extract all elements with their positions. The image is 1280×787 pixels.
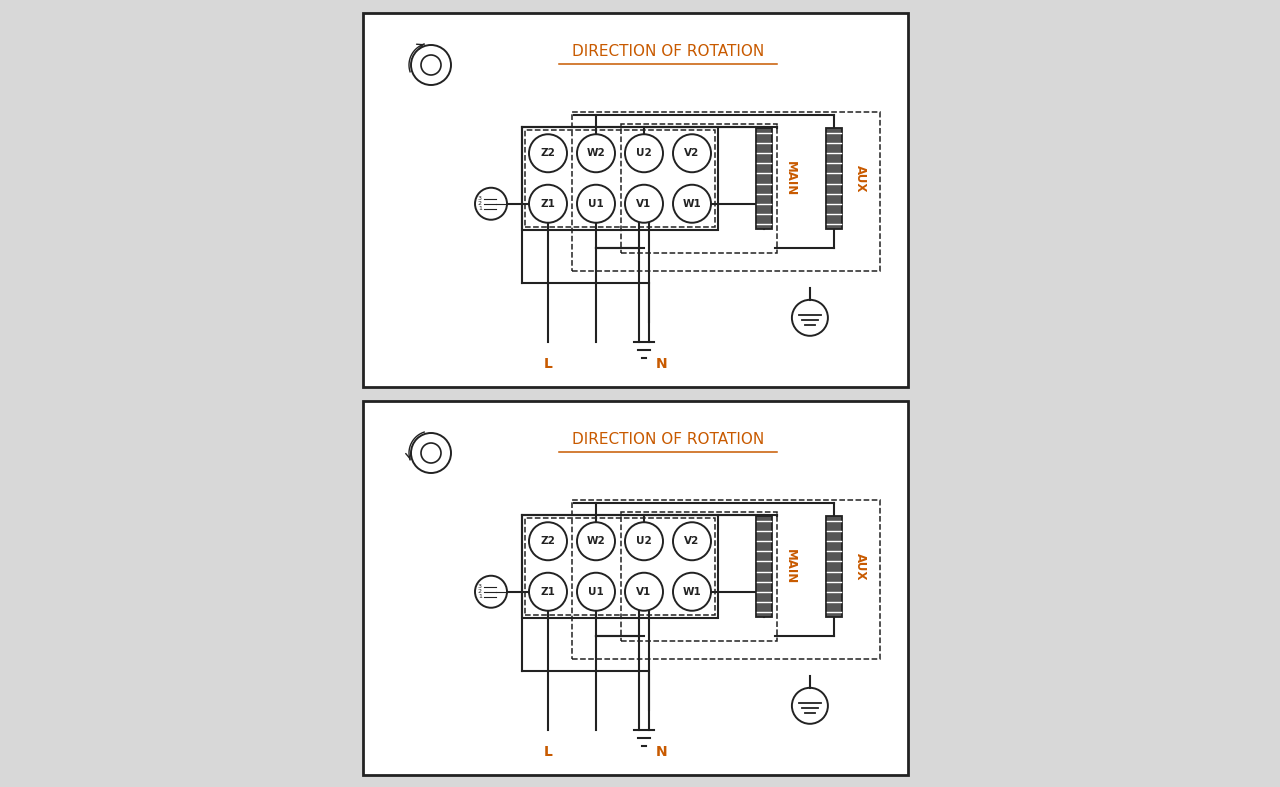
Text: V1: V1 xyxy=(636,199,652,209)
Text: MAIN: MAIN xyxy=(783,549,796,584)
Circle shape xyxy=(673,135,710,172)
Circle shape xyxy=(411,433,451,473)
Bar xyxy=(525,519,716,615)
Circle shape xyxy=(792,688,828,724)
Bar xyxy=(572,113,881,271)
Text: L: L xyxy=(544,745,553,759)
Bar xyxy=(755,516,772,617)
Circle shape xyxy=(792,300,828,336)
Text: DIRECTION OF ROTATION: DIRECTION OF ROTATION xyxy=(572,43,764,58)
Circle shape xyxy=(577,135,614,172)
Circle shape xyxy=(421,55,442,75)
Text: MAIN: MAIN xyxy=(783,161,796,196)
Circle shape xyxy=(673,573,710,611)
Bar xyxy=(364,13,908,387)
Text: L: L xyxy=(544,357,553,371)
Text: 3: 3 xyxy=(477,196,483,201)
Circle shape xyxy=(475,188,507,220)
Bar xyxy=(827,516,842,617)
Text: U2: U2 xyxy=(636,148,652,158)
Circle shape xyxy=(529,523,567,560)
Text: Z1: Z1 xyxy=(540,199,556,209)
Text: V2: V2 xyxy=(685,536,700,546)
Text: 3: 3 xyxy=(477,584,483,589)
Bar xyxy=(621,124,777,253)
Circle shape xyxy=(529,573,567,611)
Text: 2: 2 xyxy=(477,589,483,594)
Circle shape xyxy=(475,576,507,608)
Circle shape xyxy=(529,135,567,172)
Circle shape xyxy=(421,443,442,463)
Text: 1: 1 xyxy=(479,206,483,211)
Circle shape xyxy=(577,185,614,223)
Text: 1: 1 xyxy=(479,594,483,599)
Circle shape xyxy=(577,523,614,560)
Text: Z1: Z1 xyxy=(540,587,556,597)
Text: W2: W2 xyxy=(586,536,605,546)
Text: W1: W1 xyxy=(682,199,701,209)
Bar xyxy=(364,401,908,775)
Circle shape xyxy=(625,523,663,560)
Text: U2: U2 xyxy=(636,536,652,546)
Text: DIRECTION OF ROTATION: DIRECTION OF ROTATION xyxy=(572,431,764,446)
Text: V1: V1 xyxy=(636,587,652,597)
Text: AUX: AUX xyxy=(855,164,868,192)
Text: 2: 2 xyxy=(477,201,483,206)
Bar xyxy=(525,131,716,227)
Text: N: N xyxy=(657,357,668,371)
Circle shape xyxy=(625,135,663,172)
Bar xyxy=(755,128,772,229)
Text: Z2: Z2 xyxy=(540,148,556,158)
Text: N: N xyxy=(657,745,668,759)
Bar xyxy=(572,501,881,659)
Circle shape xyxy=(529,185,567,223)
Circle shape xyxy=(625,573,663,611)
Text: V2: V2 xyxy=(685,148,700,158)
Circle shape xyxy=(411,45,451,85)
Circle shape xyxy=(673,185,710,223)
Bar xyxy=(621,512,777,641)
Text: U1: U1 xyxy=(588,199,604,209)
Circle shape xyxy=(625,185,663,223)
Circle shape xyxy=(577,573,614,611)
Text: Z2: Z2 xyxy=(540,536,556,546)
Text: U1: U1 xyxy=(588,587,604,597)
Bar xyxy=(522,515,718,618)
Bar xyxy=(827,128,842,229)
Circle shape xyxy=(673,523,710,560)
Text: W1: W1 xyxy=(682,587,701,597)
Bar xyxy=(522,127,718,230)
Text: W2: W2 xyxy=(586,148,605,158)
Text: AUX: AUX xyxy=(855,552,868,580)
